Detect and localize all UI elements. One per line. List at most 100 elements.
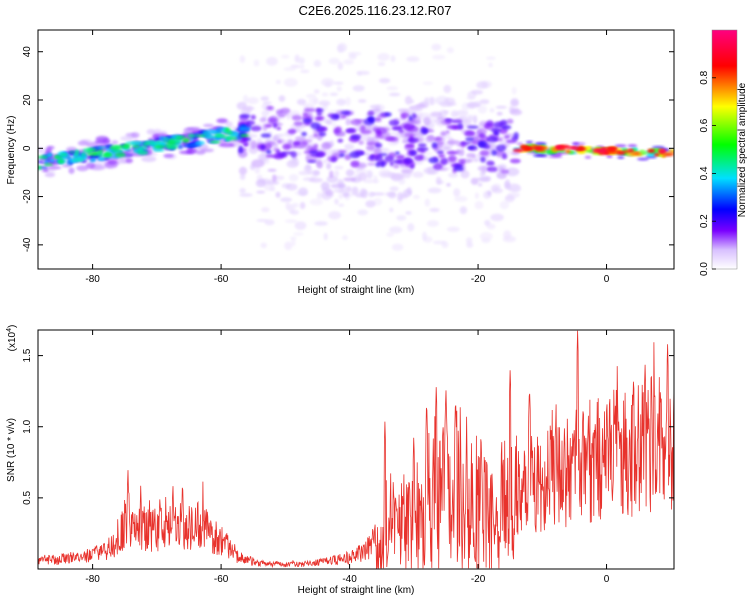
spectrogram-cell (391, 243, 404, 251)
spectrogram-cell (338, 193, 343, 200)
spectrogram-cell (142, 141, 150, 146)
spectrogram-cell (389, 186, 399, 192)
spectrogram-cell (412, 171, 424, 178)
spectrogram-cell (435, 176, 442, 185)
spectrogram-cell (516, 142, 524, 146)
spectrogram-cell (409, 163, 415, 170)
spectrogram-cell (504, 195, 515, 203)
spectrogram-cell (478, 141, 486, 148)
spectrogram-cell (407, 223, 415, 232)
spectrogram-cell (47, 166, 62, 170)
spectrogram-cell (406, 56, 420, 62)
spectrogram-cell (280, 197, 293, 202)
spectrogram-cell (534, 142, 547, 146)
spectrogram-cell (351, 186, 359, 196)
spectrogram-cell (339, 153, 345, 158)
spectrogram-cell (505, 182, 510, 189)
spectrogram-cell (290, 151, 298, 158)
spectrogram-cell (446, 102, 457, 106)
spectrogram-cell (329, 170, 334, 179)
spectrogram-cell (367, 115, 375, 123)
spectrogram-cell (446, 226, 460, 232)
spectrogram-cell (454, 196, 468, 202)
colorbar-axis: 0.0 0.2 0.4 0.6 0.8 (699, 70, 716, 276)
spectrogram-cell (446, 151, 458, 155)
spectrogram-cell (69, 150, 74, 154)
snr-panel: -80 -60 -40 -20 0 0.5 1.0 1.5 Height of straig… (6, 325, 675, 596)
spectrogram-cell (364, 152, 370, 156)
spectrogram-cell (54, 156, 63, 159)
spectrogram-cell (653, 153, 660, 157)
spectrogram-cell (77, 140, 89, 146)
spectrogram-panel: -80 -60 -40 -20 0 -40 -20 0 20 40 Height of stra… (6, 29, 675, 296)
spectrogram-x-tick-label: -60 (214, 274, 229, 285)
spectrogram-cell (345, 186, 352, 193)
spectrogram-cell (486, 166, 498, 172)
spectrogram-cell (457, 122, 464, 130)
spectrogram-cell (417, 143, 427, 148)
spectrogram-cell (117, 159, 128, 164)
spectrogram-cell (195, 134, 207, 137)
spectrogram-cell (471, 89, 484, 95)
spectrogram-cell (268, 116, 278, 124)
spectrogram-cell (237, 148, 244, 154)
spectrogram-cell (239, 134, 250, 138)
spectrogram-cell (375, 142, 383, 148)
spectrogram-cell (460, 148, 465, 156)
snr-ylabel: SNR (10 * v/v) (6, 418, 17, 482)
spectrogram-cell (390, 55, 396, 63)
spectrogram-cell (443, 84, 452, 94)
spectrogram-cell (459, 206, 468, 215)
spectrogram-cell (386, 137, 399, 141)
spectrogram-cell (525, 146, 534, 150)
spectrogram-cell (617, 156, 625, 159)
snr-y-tick-label: 0.5 (22, 490, 33, 504)
spectrogram-cell (356, 70, 370, 75)
spectrogram-cell (239, 173, 246, 180)
spectrogram-cell (224, 127, 231, 132)
spectrogram-cell (343, 177, 357, 182)
spectrogram-cell (358, 140, 364, 145)
spectrogram-cell (616, 151, 626, 155)
spectrogram-cell (509, 158, 521, 164)
spectrogram-cell (321, 92, 329, 97)
snr-y-tick-label: 1.5 (22, 348, 33, 362)
spectrogram-cell (575, 147, 588, 151)
spectrogram-cell (409, 150, 417, 156)
spectrogram-cell (238, 166, 248, 175)
spectrogram-cell (371, 192, 385, 196)
spectrogram-cell (80, 152, 87, 157)
spectrogram-cell (239, 193, 253, 197)
spectrogram-cell (400, 168, 414, 174)
snr-multiplier: (x104) (6, 325, 18, 352)
spectrogram-cell (377, 53, 390, 61)
spectrogram-cell (203, 133, 212, 136)
spectrogram-cell (76, 165, 89, 172)
spectrogram-cell (345, 118, 351, 126)
spectrogram-cell (496, 111, 503, 116)
spectrogram-cell (328, 57, 340, 65)
spectrogram-cell (299, 64, 305, 70)
spectrogram-cell (306, 93, 317, 99)
snr-y-tick-label: 1.0 (22, 419, 33, 433)
spectrogram-cell (163, 137, 169, 140)
colorbar-frame (711, 29, 738, 270)
spectrogram-cell (246, 97, 259, 105)
spectrogram-cell (337, 45, 344, 53)
spectrogram-cell (330, 156, 338, 163)
spectrogram-cell (476, 177, 490, 181)
spectrogram-cell (628, 148, 634, 152)
spectrogram-cell (175, 136, 184, 140)
spectrogram-cell (294, 221, 307, 231)
spectrogram-cell (446, 124, 459, 130)
spectrogram-cell (363, 179, 376, 183)
spectrogram-cell (321, 78, 335, 87)
spectrogram-cell (466, 153, 475, 158)
spectrogram-cell (283, 77, 298, 87)
spectrogram-cell (281, 54, 290, 59)
spectrogram-cell (309, 150, 319, 154)
spectrogram-cell (614, 144, 627, 148)
spectrogram-cell (446, 47, 454, 54)
spectrogram-cell (470, 177, 479, 185)
spectrogram-cell (486, 120, 494, 127)
